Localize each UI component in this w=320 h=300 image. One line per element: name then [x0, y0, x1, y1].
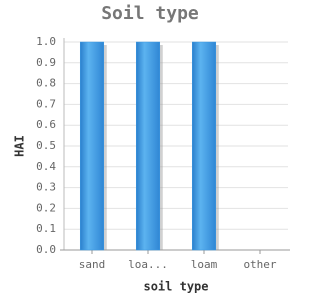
y-tick-label: 0.9 [36, 56, 56, 69]
y-tick-label: 0.3 [36, 181, 56, 194]
chart-title: Soil type [101, 3, 199, 24]
y-tick-label: 0.5 [36, 139, 56, 152]
x-tick-label: other [243, 258, 276, 271]
y-tick-label: 0.6 [36, 118, 56, 131]
bar [135, 41, 161, 251]
y-tick-label: 0.2 [36, 201, 56, 214]
chart: Soil type soil type HAI 0.0 0.1 0.2 0.3 0.4 0… [13, 3, 290, 294]
bar [79, 41, 105, 251]
x-axis-title: soil type [143, 280, 208, 294]
y-tick-label: 0.7 [36, 97, 56, 110]
y-tick-label: 0.4 [36, 160, 56, 173]
y-tick-label: 1.0 [36, 35, 56, 48]
y-tick-label: 0.0 [36, 243, 56, 256]
y-axis-title: HAI [13, 135, 27, 157]
bar [191, 41, 217, 251]
y-tick-label: 0.1 [36, 222, 56, 235]
y-tick-label: 0.8 [36, 77, 56, 90]
x-tick-label: sand [79, 258, 106, 271]
x-tick-label: loam [191, 258, 218, 271]
x-tick-label: loa... [128, 258, 168, 271]
